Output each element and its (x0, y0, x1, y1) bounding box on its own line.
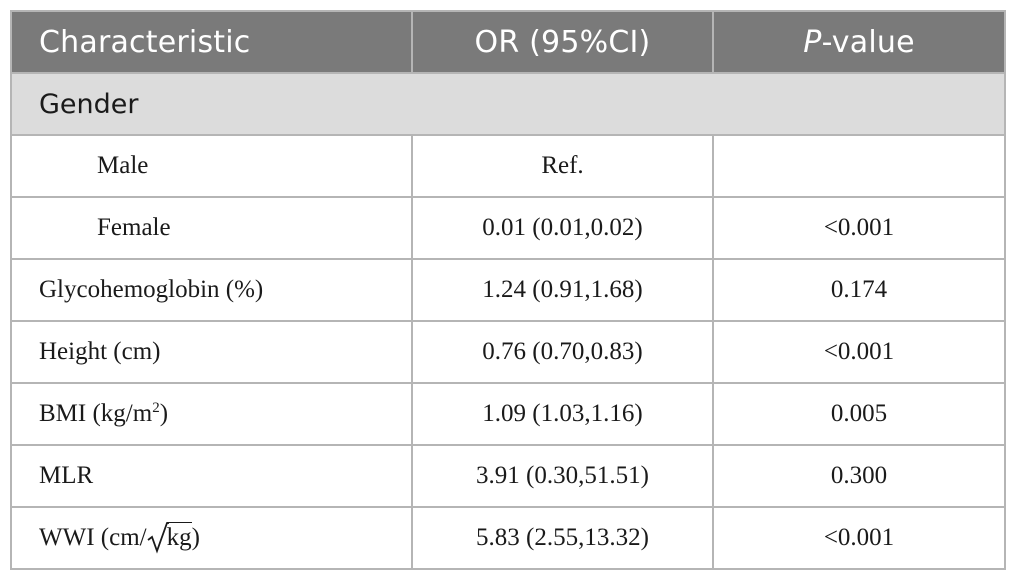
header-characteristic: Characteristic (10, 10, 413, 74)
table-row: MLR 3.91 (0.30,51.51) 0.300 (10, 444, 1006, 508)
row-or: 0.01 (0.01,0.02) (411, 196, 714, 260)
row-label: Glycohemoglobin (%) (10, 258, 413, 322)
square-root-icon: kg (147, 522, 192, 554)
header-or: OR (95%CI) (411, 10, 714, 74)
row-or: 1.24 (0.91,1.68) (411, 258, 714, 322)
row-label: MLR (10, 444, 413, 508)
wwi-label-end: ) (191, 524, 200, 551)
wwi-label-radicand: kg (166, 522, 192, 551)
odds-ratio-table: Characteristic OR (95%CI) P-value Gender… (10, 10, 1006, 570)
header-row: Characteristic OR (95%CI) P-value (10, 10, 1006, 74)
bmi-label-superscript: 2 (152, 400, 160, 416)
row-label-bmi: BMI (kg/m2) (10, 382, 413, 446)
row-or: 5.83 (2.55,13.32) (411, 506, 714, 570)
section-label-gender: Gender (10, 72, 1006, 136)
row-p: 0.300 (712, 444, 1006, 508)
section-row-gender: Gender (10, 72, 1006, 136)
header-p-suffix: -value (821, 24, 915, 60)
bmi-label-main: BMI (kg/m (39, 400, 153, 427)
header-p-letter: P (803, 24, 822, 60)
row-or: Ref. (411, 134, 714, 198)
row-p: <0.001 (712, 506, 1006, 570)
row-label-wwi: WWI (cm/kg) (10, 506, 413, 570)
row-or: 3.91 (0.30,51.51) (411, 444, 714, 508)
bmi-label-end: ) (159, 400, 169, 427)
row-label: Height (cm) (10, 320, 413, 384)
row-p: 0.005 (712, 382, 1006, 446)
table-row: WWI (cm/kg) 5.83 (2.55,13.32) <0.001 (10, 506, 1006, 570)
table-row: Height (cm) 0.76 (0.70,0.83) <0.001 (10, 320, 1006, 384)
row-or: 1.09 (1.03,1.16) (411, 382, 714, 446)
row-label: Male (10, 134, 413, 198)
table-row: BMI (kg/m2) 1.09 (1.03,1.16) 0.005 (10, 382, 1006, 446)
row-p: <0.001 (712, 320, 1006, 384)
table-body: Gender Male Ref. Female 0.01 (0.01,0.02)… (10, 72, 1006, 570)
results-table-container: Characteristic OR (95%CI) P-value Gender… (10, 10, 1006, 574)
table-header: Characteristic OR (95%CI) P-value (10, 10, 1006, 74)
row-or: 0.76 (0.70,0.83) (411, 320, 714, 384)
row-p: <0.001 (712, 196, 1006, 260)
table-row: Male Ref. (10, 134, 1006, 198)
table-row: Glycohemoglobin (%) 1.24 (0.91,1.68) 0.1… (10, 258, 1006, 322)
table-row: Female 0.01 (0.01,0.02) <0.001 (10, 196, 1006, 260)
row-p: 0.174 (712, 258, 1006, 322)
row-label: Female (10, 196, 413, 260)
wwi-label-main: WWI (cm/ (39, 524, 147, 551)
header-p-value: P-value (712, 10, 1006, 74)
row-p (712, 134, 1006, 198)
